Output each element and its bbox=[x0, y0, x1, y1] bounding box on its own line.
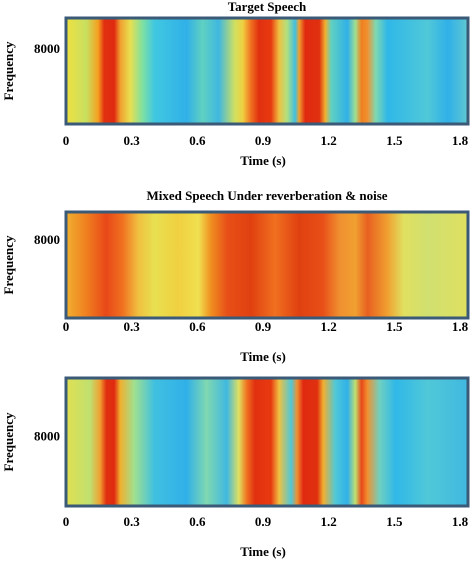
plot-border bbox=[64, 210, 470, 320]
plot-border bbox=[64, 16, 470, 126]
x-tick-label: 0.9 bbox=[255, 319, 272, 334]
x-tick-label: 1.2 bbox=[321, 319, 337, 334]
y-tick-label: 8000 bbox=[34, 429, 60, 444]
x-tick-label: 1.8 bbox=[452, 514, 469, 529]
x-tick-label: 0.3 bbox=[124, 133, 141, 148]
x-tick-label: 0 bbox=[63, 319, 70, 334]
spectrogram bbox=[66, 212, 468, 318]
x-tick-label: 0.6 bbox=[189, 319, 206, 334]
x-tick-label: 0 bbox=[63, 133, 70, 148]
x-tick-label: 1.8 bbox=[452, 133, 469, 148]
spectrogram bbox=[66, 378, 468, 506]
x-tick-label: 1.5 bbox=[386, 514, 403, 529]
y-tick-label: 8000 bbox=[34, 41, 60, 56]
y-tick-label: 8000 bbox=[34, 232, 60, 247]
x-tick-label: 1.2 bbox=[321, 514, 337, 529]
x-axis-label: Time (s) bbox=[240, 544, 286, 559]
spectrogram bbox=[66, 18, 468, 124]
x-axis-label: Time (s) bbox=[240, 153, 286, 168]
y-axis-label: Frequency bbox=[1, 235, 16, 294]
x-tick-label: 0.3 bbox=[124, 319, 141, 334]
chart-title: Mixed Speech Under reverberation & noise bbox=[146, 188, 387, 203]
x-tick-label: 0 bbox=[63, 514, 70, 529]
y-axis-label: Frequency bbox=[1, 412, 16, 471]
x-tick-label: 0.9 bbox=[255, 514, 272, 529]
x-axis-label: Time (s) bbox=[240, 349, 286, 364]
x-tick-label: 0.9 bbox=[255, 133, 272, 148]
y-axis-label: Frequency bbox=[1, 41, 16, 100]
x-tick-label: 1.5 bbox=[386, 319, 403, 334]
x-tick-label: 0.6 bbox=[189, 514, 206, 529]
x-tick-label: 0.6 bbox=[189, 133, 206, 148]
x-tick-label: 1.5 bbox=[386, 133, 403, 148]
x-tick-label: 1.2 bbox=[321, 133, 337, 148]
plot-border bbox=[64, 376, 470, 508]
x-tick-label: 1.8 bbox=[452, 319, 469, 334]
x-tick-label: 0.3 bbox=[124, 514, 141, 529]
chart-title: Target Speech bbox=[228, 0, 307, 14]
